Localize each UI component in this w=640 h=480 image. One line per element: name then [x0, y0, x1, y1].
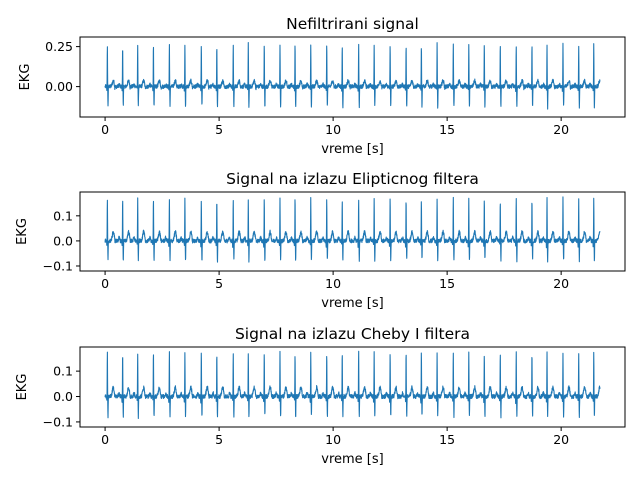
y-tick-label: 0.0 — [53, 233, 73, 248]
x-axis-label: vreme [s] — [321, 296, 383, 311]
series-line-1-1 — [104, 42, 601, 110]
y-tick-label: 0.00 — [45, 79, 73, 94]
x-tick-label: 10 — [325, 432, 341, 447]
y-tick-label: 0.0 — [53, 389, 73, 404]
y-axis-label: EKG — [18, 64, 33, 91]
x-tick-label: 20 — [553, 432, 569, 447]
subplot-2: 0 5 10 15 20 0.1 0.0 −0.1 Signal na izlazu Elipt… — [15, 170, 626, 311]
x-tick-label: 15 — [439, 122, 455, 137]
x-axis-label: vreme [s] — [321, 142, 383, 157]
x-tick-label: 5 — [215, 122, 223, 137]
chart-title: Signal na izlazu Cheby I filtera — [235, 325, 470, 343]
plot-frame — [79, 346, 626, 428]
x-tick-label: 15 — [439, 276, 455, 291]
series-line-2-1 — [104, 196, 601, 263]
y-tick-label: −0.1 — [43, 414, 73, 429]
x-tick-label: 0 — [101, 122, 109, 137]
x-tick-label: 20 — [553, 276, 569, 291]
x-tick-label: 10 — [325, 122, 341, 137]
x-tick-label: 20 — [553, 122, 569, 137]
subplot-3: 0 5 10 15 20 0.1 0.0 −0.1 Signal na izlazu Cheby… — [15, 325, 626, 467]
subplot-1: 0 5 10 15 20 0.25 0.00 Nefiltrirani signal vreme… — [18, 15, 626, 157]
y-tick-label: 0.1 — [53, 364, 73, 379]
plot-frame — [79, 36, 626, 118]
x-tick-label: 10 — [325, 276, 341, 291]
x-tick-label: 0 — [101, 432, 109, 447]
x-tick-label: 0 — [101, 276, 109, 291]
x-tick-label: 15 — [439, 432, 455, 447]
y-tick-label: 0.25 — [45, 39, 73, 54]
plot-frame — [79, 191, 626, 272]
x-tick-label: 5 — [215, 432, 223, 447]
y-axis-label: EKG — [15, 218, 30, 245]
y-tick-label: −0.1 — [43, 258, 73, 273]
chart-title: Signal na izlazu Elipticnog filtera — [226, 170, 479, 188]
y-axis-label: EKG — [15, 374, 30, 401]
chart-title: Nefiltrirani signal — [286, 15, 419, 33]
y-tick-label: 0.1 — [53, 208, 73, 223]
x-axis-label: vreme [s] — [321, 452, 383, 467]
x-tick-label: 5 — [215, 276, 223, 291]
series-line-3-1 — [104, 350, 601, 420]
